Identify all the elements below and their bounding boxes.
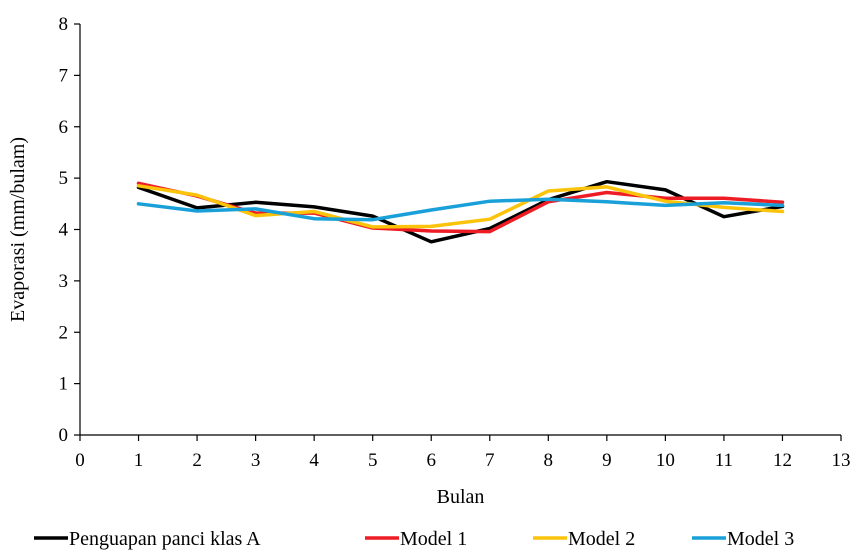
- y-tick-label: 3: [59, 271, 69, 292]
- x-tick-label: 11: [715, 450, 733, 471]
- series-line-4: [136, 197, 785, 222]
- y-tick-label: 1: [59, 374, 69, 395]
- series-line-3: [136, 184, 785, 229]
- x-tick-label: 3: [251, 450, 261, 471]
- y-tick-label: 8: [59, 14, 69, 35]
- x-tick-label: 6: [426, 450, 436, 471]
- x-tick-label: 4: [309, 450, 319, 471]
- legend-label: Model 1: [400, 528, 467, 550]
- legend-label: Model 3: [727, 528, 794, 550]
- legend-item-3: Model 2: [533, 528, 635, 550]
- x-tick-label: 9: [602, 450, 612, 471]
- series-lines: [136, 179, 785, 244]
- y-tick-label: 4: [59, 220, 69, 241]
- x-tick-label: 12: [773, 450, 792, 471]
- legend-item-1: Penguapan panci klas A: [34, 528, 261, 550]
- x-tick-label: 8: [544, 450, 554, 471]
- x-tick-label: 2: [192, 450, 202, 471]
- legend-label: Model 2: [568, 528, 635, 550]
- series-line-1: [136, 179, 785, 244]
- x-tick-label: 0: [75, 450, 85, 471]
- legend-item-2: Model 1: [365, 528, 467, 550]
- x-axis-title: Bulan: [437, 486, 485, 508]
- y-tick-label: 0: [59, 425, 69, 446]
- legend-item-4: Model 3: [692, 528, 794, 550]
- x-tick-label: 5: [368, 450, 378, 471]
- legend-label: Penguapan panci klas A: [69, 528, 261, 550]
- x-tick-label: 1: [134, 450, 144, 471]
- y-axis-title: Evaporasi (mm/bulam): [7, 137, 29, 322]
- x-tick-label: 7: [485, 450, 495, 471]
- y-tick-label: 5: [59, 168, 69, 189]
- x-tick-label: 10: [656, 450, 675, 471]
- legend: Penguapan panci klas A Model 1 Model 2 Mode…: [34, 528, 794, 550]
- y-tick-label: 2: [59, 322, 69, 343]
- x-tick-label: 13: [832, 450, 851, 471]
- y-tick-label: 7: [59, 65, 69, 86]
- y-tick-label: 6: [59, 117, 69, 138]
